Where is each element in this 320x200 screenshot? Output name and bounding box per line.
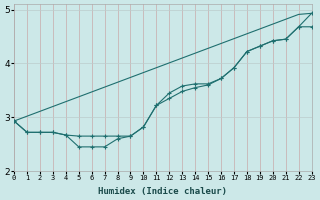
X-axis label: Humidex (Indice chaleur): Humidex (Indice chaleur) <box>98 187 227 196</box>
